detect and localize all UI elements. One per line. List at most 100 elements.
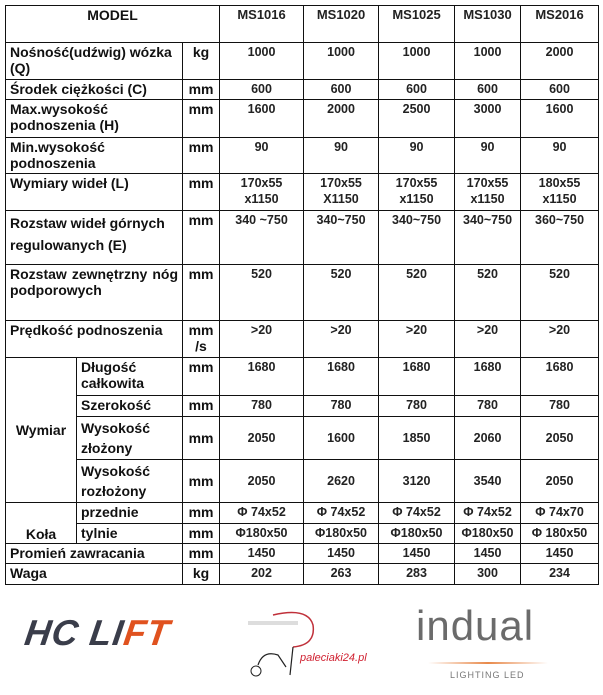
hc-lift-logo: HC LIFT: [22, 612, 173, 654]
spec-unit: mm: [181, 543, 221, 564]
spec-value: Φ 74x52: [378, 502, 456, 524]
spec-label: Długość całkowita: [76, 357, 183, 396]
spec-value: 283: [378, 563, 456, 585]
spec-value: 202: [219, 563, 305, 585]
spec-value: 170x55 x1150: [378, 173, 456, 211]
spec-label: Max.wysokość podnoszenia (H): [5, 99, 183, 138]
spec-value: 90: [378, 137, 456, 174]
spec-value: 780: [219, 395, 305, 417]
spec-unit: mm: [181, 357, 221, 396]
spec-label: Rozstaw wideł górnych regulowanych (E): [5, 210, 183, 265]
spec-value: 600: [454, 79, 522, 100]
spec-value: 2620: [303, 459, 380, 503]
model-name: MS2016: [520, 5, 600, 43]
table-row: Koła przednie mm Φ 74x52 Φ 74x52 Φ 74x52 Φ 74x…: [5, 502, 600, 544]
spec-value: 170x55 x1150: [454, 173, 522, 211]
spec-value: 340~750: [454, 210, 522, 265]
spec-unit: mm: [181, 210, 221, 265]
spec-label: Promień zawracania: [5, 543, 183, 564]
spec-value: 1600: [219, 99, 305, 138]
spec-value: >20: [454, 320, 522, 358]
spec-unit: mm /s: [181, 320, 221, 358]
model-header: MODEL: [4, 5, 221, 43]
spec-label: Nośność(udźwig) wózka (Q): [5, 42, 183, 80]
table-row: Rozstaw wideł górnych regulowanych (E) mm…: [5, 210, 600, 265]
spec-value: 263: [303, 563, 380, 585]
spec-value: 2050: [520, 416, 600, 460]
table-row: Środek ciężkości (C) mm 600 600 600 600 600: [5, 79, 600, 100]
spec-value: 2000: [303, 99, 380, 138]
spec-value: 600: [520, 79, 600, 100]
spec-value: Φ 74x70: [520, 502, 600, 524]
spec-value: 780: [520, 395, 600, 417]
paleciaki-logo-graphic: [248, 611, 315, 677]
logos-row: HC LIFT paleciaki24.pl indual LIGHTING L…: [0, 590, 603, 695]
model-name: MS1020: [303, 5, 380, 43]
table-row: Prędkość podnoszenia mm /s >20 >20 >20 >20 >20: [5, 320, 600, 358]
table-row: Max.wysokość podnoszenia (H) mm 1600 2000 25…: [5, 99, 600, 138]
spec-value: 1450: [454, 543, 522, 564]
spec-value: 90: [303, 137, 380, 174]
spec-label: Wymiary wideł (L): [5, 173, 183, 211]
spec-label: Wysokość złożony: [76, 416, 183, 460]
spec-value: 170x55 X1150: [303, 173, 380, 211]
spec-unit: kg: [181, 42, 221, 80]
group-label-kola: Koła: [5, 502, 77, 544]
spec-value: Φ 74x52: [454, 502, 522, 524]
spec-label: przednie: [76, 502, 183, 524]
table-row: Nośność(udźwig) wózka (Q) kg 1000 1000 1000 1…: [5, 42, 600, 80]
table-row: MODEL MS1016 MS1020 MS1025 MS1030 MS2016: [4, 5, 600, 43]
spec-value: 1680: [303, 357, 380, 396]
spec-value: 360~750: [520, 210, 600, 265]
spec-value: Φ 74x52: [303, 502, 380, 524]
spec-value: 1680: [520, 357, 600, 396]
spec-value: >20: [520, 320, 600, 358]
table-row: Wysokość rozłożony mm 2050 2620 3120 3540 2050: [6, 459, 600, 503]
table-row: Waga kg 202 263 283 300 234: [5, 563, 600, 585]
spec-value: 170x55 x1150: [219, 173, 305, 211]
spec-unit: mm: [181, 523, 221, 544]
spec-label: Środek ciężkości (C): [5, 79, 183, 100]
spec-value: >20: [303, 320, 380, 358]
spec-value: 780: [378, 395, 456, 417]
spec-value: 90: [520, 137, 600, 174]
spec-value: 520: [454, 264, 522, 321]
model-name: MS1030: [454, 5, 522, 43]
table-row: Rozstaw zewnętrzny nóg podporowych mm 520 5…: [5, 264, 600, 321]
spec-value: 3120: [378, 459, 456, 503]
spec-value: 180x55 x1150: [520, 173, 600, 211]
spec-value: 1450: [520, 543, 600, 564]
hc-lift-logo-b: FT: [121, 612, 173, 653]
spec-value: 520: [219, 264, 305, 321]
table-row: tylnie mm Φ180x50 Φ180x50 Φ180x50 Φ180x50 Φ 18…: [6, 523, 600, 544]
table-row: Wymiar Długość całkowita mm 1680 1680 1680 168…: [5, 357, 600, 503]
spec-value: Φ180x50: [378, 523, 456, 544]
spec-value: 2050: [219, 459, 305, 503]
indual-logo: indual: [416, 602, 535, 649]
spec-value: Φ180x50: [219, 523, 305, 544]
group-label-wymiar: Wymiar: [5, 357, 77, 503]
spec-unit: mm: [181, 416, 221, 460]
spec-value: 1850: [378, 416, 456, 460]
spec-label: Szerokość: [76, 395, 183, 417]
spec-label: Wysokość rozłożony: [76, 459, 183, 503]
spec-value: Φ180x50: [303, 523, 380, 544]
spec-unit: mm: [181, 264, 221, 321]
spec-table: MODEL MS1016 MS1020 MS1025 MS1030 MS2016 Nośno…: [4, 5, 600, 585]
spec-value: 600: [378, 79, 456, 100]
spec-value: 600: [303, 79, 380, 100]
spec-value: 520: [378, 264, 456, 321]
spec-value: 2500: [378, 99, 456, 138]
spec-value: 234: [520, 563, 600, 585]
hc-lift-logo-a: HC LI: [22, 612, 127, 653]
model-name: MS1016: [219, 5, 305, 43]
spec-unit: mm: [181, 99, 221, 138]
spec-value: 3000: [454, 99, 522, 138]
spec-value: 1000: [303, 42, 380, 80]
spec-value: 1680: [454, 357, 522, 396]
spec-value: 2000: [520, 42, 600, 80]
spec-value: 2050: [520, 459, 600, 503]
spec-value: 1680: [219, 357, 305, 396]
spec-value: Φ 180x50: [520, 523, 600, 544]
spec-unit: kg: [181, 563, 221, 585]
